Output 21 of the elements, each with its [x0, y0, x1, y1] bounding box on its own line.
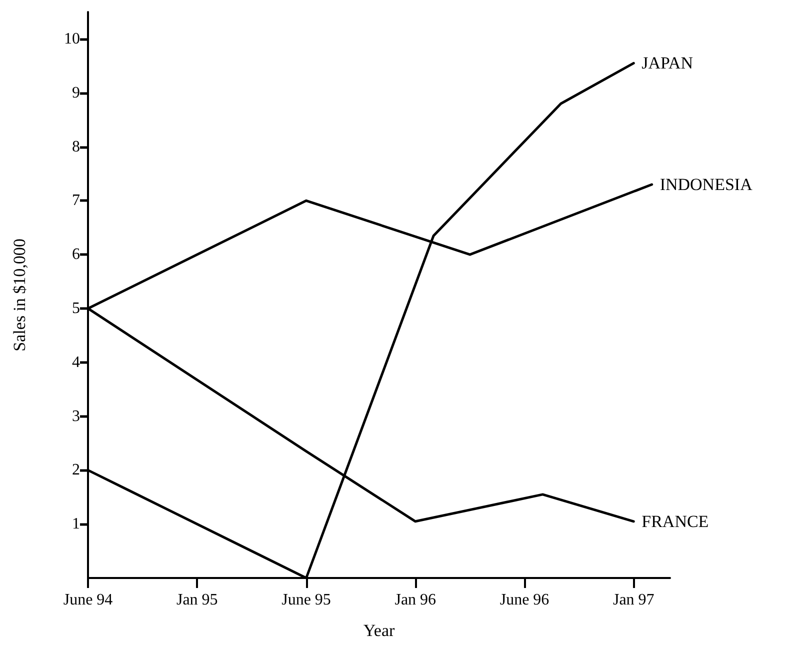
y-tick-label: 8 [72, 138, 80, 156]
series-label: INDONESIA [660, 174, 754, 194]
x-axis-title: Year [363, 621, 395, 640]
x-tick-label: Jan 96 [394, 592, 436, 608]
y-tick-label: 4 [72, 354, 80, 371]
y-tick-label: 10 [64, 30, 80, 48]
y-tick-label: 6 [72, 246, 80, 264]
y-axis-title: Sales in $10,000 [10, 238, 29, 352]
x-tick-label: Jan 97 [612, 592, 654, 608]
y-tick-label: 1 [72, 516, 80, 533]
x-tick-label: June 94 [63, 592, 113, 608]
y-tick-label: 3 [72, 408, 80, 425]
x-tick-label: June 95 [282, 592, 331, 608]
y-tick-label: 2 [72, 462, 80, 479]
y-tick-label: 5 [72, 300, 80, 317]
x-tick-label: Jan 95 [176, 592, 218, 608]
y-tick-label: 9 [72, 84, 80, 102]
y-tick-label: 7 [72, 192, 80, 210]
series-label: FRANCE [642, 512, 709, 531]
series-label: JAPAN [642, 54, 693, 73]
x-tick-label: June 96 [500, 592, 550, 608]
